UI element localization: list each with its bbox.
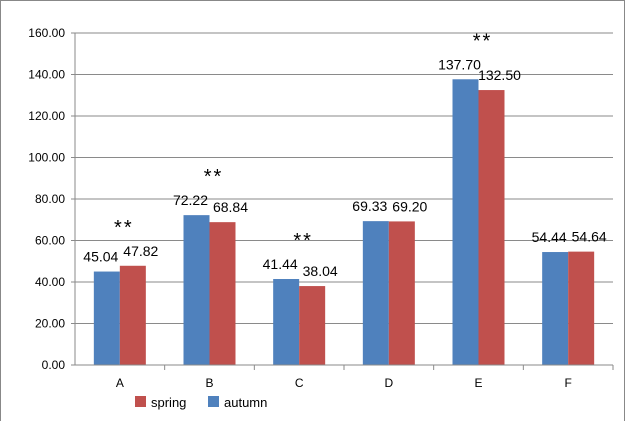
data-label-spring: 54.64 [572,229,607,245]
bar-spring [209,222,236,365]
y-tick-label: 120.00 [28,109,65,123]
bar-autumn [362,221,389,365]
data-label-autumn: 45.04 [83,249,118,265]
bar-autumn [273,279,300,365]
legend-swatch-autumn [208,396,219,407]
y-tick-label: 140.00 [28,68,65,82]
data-label-autumn: 41.44 [263,256,298,272]
legend: spring autumn [135,395,267,410]
x-category-label: C [295,376,304,390]
bar-spring [478,90,505,365]
significance-marker: ** [114,217,134,239]
legend-label-spring: spring [151,395,186,410]
bar-autumn [542,252,569,365]
data-label-spring: 69.20 [392,198,427,214]
y-tick-label: 100.00 [28,151,65,165]
y-tick-label: 40.00 [35,275,65,289]
x-axis: A B C D E F [75,364,614,390]
bar-spring [568,251,595,365]
data-label-autumn: 72.22 [173,192,208,208]
data-label-autumn: 54.44 [532,229,567,245]
significance-marker: ** [293,230,313,252]
y-axis: 0.00 20.00 40.00 60.00 80.00 100.00 120.00 140.… [28,26,76,372]
x-category-label: A [116,376,124,390]
bar-spring [119,265,146,365]
data-labels: 45.04 47.82 ** 72.22 68.84 ** 41.44 38.04 ** 69.3… [83,30,607,279]
bar-autumn [183,215,210,365]
y-tick-label: 80.00 [35,192,65,206]
significance-marker: ** [204,166,224,188]
bar-spring [388,221,415,365]
bar-autumn [452,79,479,366]
x-category-label: D [384,376,393,390]
x-category-label: E [474,376,482,390]
y-tick-label: 160.00 [28,26,65,40]
data-label-autumn: 137.70 [438,56,481,72]
y-tick-label: 60.00 [35,234,65,248]
data-label-autumn: 69.33 [352,198,387,214]
x-category-label: F [564,376,571,390]
data-label-spring: 68.84 [213,199,248,215]
significance-marker: ** [473,30,493,52]
x-category-label: B [205,376,213,390]
y-tick-label: 20.00 [35,317,65,331]
data-label-spring: 47.82 [123,243,158,259]
y-tick-label: 0.00 [42,358,66,372]
data-label-spring: 38.04 [303,263,338,279]
grid-lines [75,32,613,324]
bars [93,79,595,366]
bar-spring [299,286,326,365]
legend-label-autumn: autumn [224,395,267,410]
data-label-spring: 132.50 [478,67,521,83]
bar-autumn [93,271,120,365]
legend-swatch-spring [135,396,146,407]
